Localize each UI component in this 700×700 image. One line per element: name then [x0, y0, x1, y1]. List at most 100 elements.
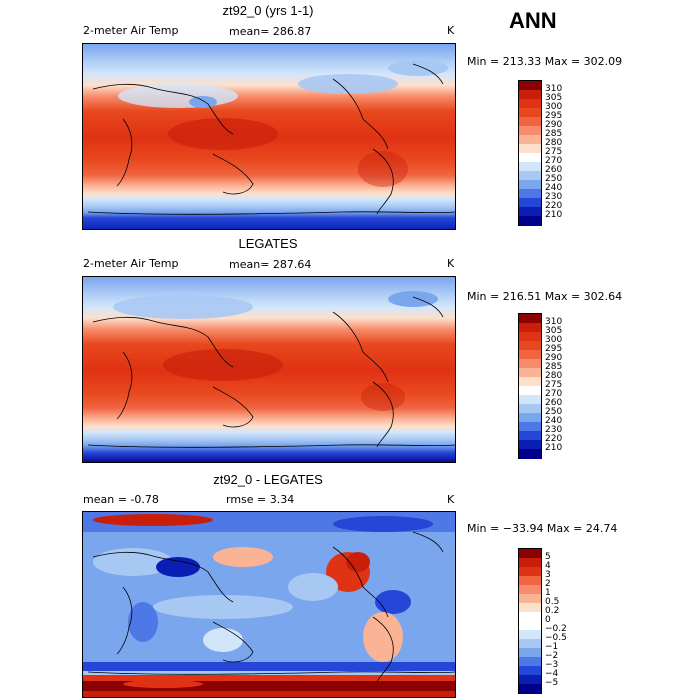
colorbar-tick-label: 270: [545, 156, 563, 166]
colorbar-swatch: [519, 81, 541, 91]
colorbar-swatch: [519, 350, 541, 360]
colorbar-tick-label: 250: [545, 174, 563, 184]
colorbar-swatch: [519, 189, 541, 199]
colorbar-swatch: [519, 153, 541, 163]
colorbar-tick-label: 230: [545, 192, 563, 202]
colorbar-swatch: [519, 449, 541, 459]
colorbar-tick-label: 290: [545, 353, 563, 363]
panel-1-colorbar: 310 305 300 295 290 285 280 275 270 260 250 240 230 2…: [518, 80, 562, 226]
colorbar-tick-label: 220: [545, 201, 563, 211]
panel-2-unit-label: K: [447, 257, 455, 270]
colorbar-swatch: [519, 126, 541, 136]
panel-3-mean-label: mean = -0.78: [83, 493, 159, 506]
colorbar-tick-label: 260: [545, 165, 563, 175]
colorbar-swatch: [519, 657, 541, 667]
colorbar-tick-label: 0.2: [545, 606, 560, 616]
colorbar-swatch: [519, 603, 541, 613]
colorbar-swatch: [519, 648, 541, 658]
panel-2-title: LEGATES: [238, 236, 298, 251]
colorbar-swatch: [519, 404, 541, 414]
colorbar-tick-label: 275: [545, 147, 563, 157]
colorbar-tick-label: 210: [545, 443, 563, 453]
colorbar-tick-label: 1: [545, 588, 551, 598]
colorbar-swatch: [519, 99, 541, 109]
colorbar-tick-label: 240: [545, 416, 563, 426]
colorbar-tick-label: −4: [545, 669, 559, 679]
colorbar-tick-label: 285: [545, 129, 563, 139]
colorbar-swatch: [519, 413, 541, 423]
panel-2-minmax: Min = 216.51 Max = 302.64: [467, 290, 623, 303]
colorbar-tick-label: 310: [545, 84, 563, 94]
colorbar-swatch: [519, 675, 541, 685]
colorbar-tick-label: −0.2: [545, 624, 567, 634]
panel-1-mean-label: mean= 286.87: [229, 25, 312, 38]
colorbar-swatch: [519, 666, 541, 676]
colorbar-tick-label: 210: [545, 210, 563, 220]
colorbar-tick-label: 275: [545, 380, 563, 390]
colorbar-tick-label: −1: [545, 642, 559, 652]
colorbar-swatch: [519, 108, 541, 118]
colorbar-tick-label: 305: [545, 326, 563, 336]
colorbar-swatch: [519, 359, 541, 369]
panel-3-unit-label: K: [447, 493, 455, 506]
colorbar-swatch: [519, 431, 541, 441]
colorbar-swatch: [519, 207, 541, 217]
panel-1-unit-label: K: [447, 24, 455, 37]
colorbar-swatch: [519, 621, 541, 631]
colorbar-swatch: [519, 180, 541, 190]
colorbar-tick-label: 220: [545, 434, 563, 444]
colorbar-swatch: [519, 323, 541, 333]
colorbar-swatch: [519, 639, 541, 649]
panel-2-colorbar: 310 305 300 295 290 285 280 275 270 260 250 240 230 2…: [518, 313, 562, 459]
colorbar-tick-label: 3: [545, 570, 551, 580]
colorbar-swatch: [519, 144, 541, 154]
panel-1-minmax: Min = 213.33 Max = 302.09: [467, 55, 623, 68]
colorbar-tick-label: 240: [545, 183, 563, 193]
colorbar-tick-label: 5: [545, 552, 551, 562]
colorbar-swatch: [519, 386, 541, 396]
panel-1-variable-label: 2-meter Air Temp: [83, 24, 179, 37]
colorbar-tick-label: 300: [545, 102, 563, 112]
colorbar-tick-label: 250: [545, 407, 563, 417]
panel-2-map: [82, 276, 456, 463]
colorbar-tick-label: −5: [545, 678, 559, 688]
colorbar-tick-label: −0.5: [545, 633, 567, 643]
colorbar-tick-label: 310: [545, 317, 563, 327]
colorbar-swatch: [519, 585, 541, 595]
colorbar-swatch: [519, 630, 541, 640]
colorbar-tick-label: 300: [545, 335, 563, 345]
colorbar-swatch: [519, 576, 541, 586]
colorbar-swatch: [519, 171, 541, 181]
colorbar-tick-label: 2: [545, 579, 551, 589]
colorbar-tick-label: −3: [545, 660, 559, 670]
panel-3-colorbar: 5 4 3 2 1 0.5 0.2 0 −0.2 −0.5 −1 −2 −3 −4 −5: [518, 548, 567, 694]
colorbar-swatch: [519, 117, 541, 127]
colorbar-tick-label: 290: [545, 120, 563, 130]
colorbar-swatch: [519, 377, 541, 387]
colorbar-tick-label: 0.5: [545, 597, 560, 607]
season-label: ANN: [509, 8, 557, 33]
colorbar-swatch: [519, 314, 541, 324]
colorbar-swatch: [519, 549, 541, 559]
colorbar-swatch: [519, 395, 541, 405]
colorbar-swatch: [519, 341, 541, 351]
colorbar-swatch: [519, 368, 541, 378]
colorbar-swatch: [519, 198, 541, 208]
panel-3-rmse-label: rmse = 3.34: [226, 493, 295, 506]
panel-3-title: zt92_0 - LEGATES: [213, 472, 323, 487]
colorbar-tick-label: 4: [545, 561, 551, 571]
colorbar-tick-label: 270: [545, 389, 563, 399]
colorbar-swatch: [519, 422, 541, 432]
colorbar-tick-label: 260: [545, 398, 563, 408]
panel-2-mean-label: mean= 287.64: [229, 258, 312, 271]
colorbar-tick-label: 285: [545, 362, 563, 372]
colorbar-swatch: [519, 684, 541, 694]
colorbar-swatch: [519, 567, 541, 577]
colorbar-tick-label: 295: [545, 111, 563, 121]
colorbar-tick-label: −2: [545, 651, 559, 661]
colorbar-swatch: [519, 135, 541, 145]
colorbar-tick-label: 280: [545, 371, 563, 381]
panel-3-minmax: Min = −33.94 Max = 24.74: [467, 522, 618, 535]
colorbar-tick-label: 230: [545, 425, 563, 435]
colorbar-swatch: [519, 594, 541, 604]
